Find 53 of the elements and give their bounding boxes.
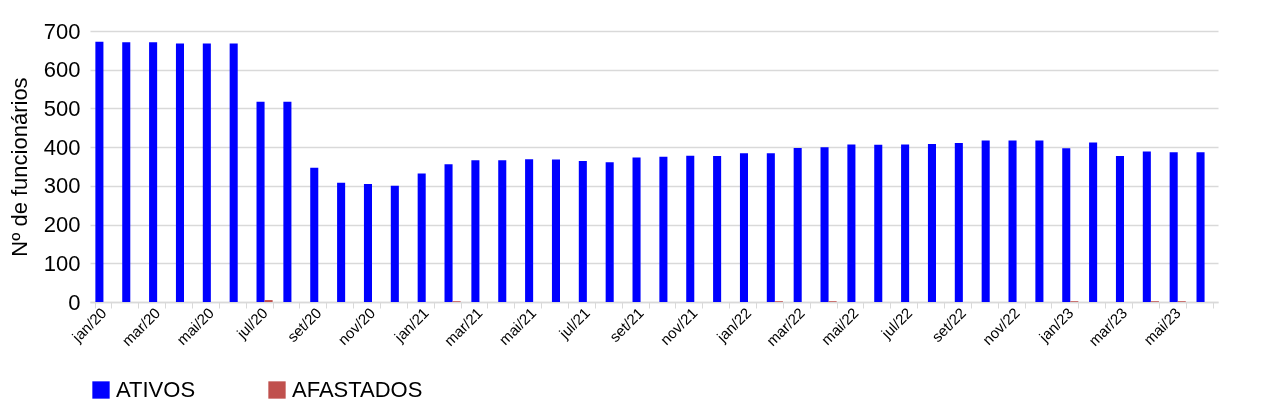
bar [981,140,990,302]
bar [551,159,560,302]
bar [175,43,184,302]
y-tick-label: 700 [43,18,81,44]
bar [713,156,722,302]
bar [847,144,856,302]
bar [525,159,534,302]
bar [1169,152,1178,302]
bar [1115,156,1124,302]
y-tick-label: 300 [43,173,81,199]
legend-label: AFASTADOS [292,377,423,402]
y-axis-title: Nº de funcionários [6,77,32,257]
bar [820,147,829,302]
bar [1142,151,1151,302]
bar [927,144,936,302]
y-tick-label: 0 [68,289,81,315]
legend-label: ATIVOS [116,377,196,402]
y-tick-label: 100 [43,250,81,276]
bar [256,101,265,302]
bar [578,161,587,302]
bar [337,182,346,302]
bar [95,41,104,302]
bar [283,101,292,302]
y-tick-label: 600 [43,57,81,83]
y-tick-label: 500 [43,95,81,121]
bar [954,142,963,302]
bar [229,43,238,302]
y-tick-label: 400 [43,134,81,160]
bar [1035,140,1044,302]
bar [202,43,211,302]
bar [122,42,131,302]
bar [444,164,453,302]
bar [1062,148,1071,302]
bar [363,183,372,302]
bar [901,144,910,302]
bar [417,173,426,302]
bar [1089,142,1098,302]
bar [1196,152,1205,302]
bar [498,160,507,302]
bar [793,147,802,302]
bar [766,153,775,302]
bar [686,155,695,302]
bar [605,162,614,302]
bar [659,156,668,302]
bar [739,153,748,302]
bar [471,160,480,302]
bar [632,157,641,302]
bar [149,42,158,302]
bar [1008,140,1017,302]
bar [874,144,883,302]
bar [310,167,319,302]
bar [390,185,399,302]
y-tick-label: 200 [43,212,81,238]
